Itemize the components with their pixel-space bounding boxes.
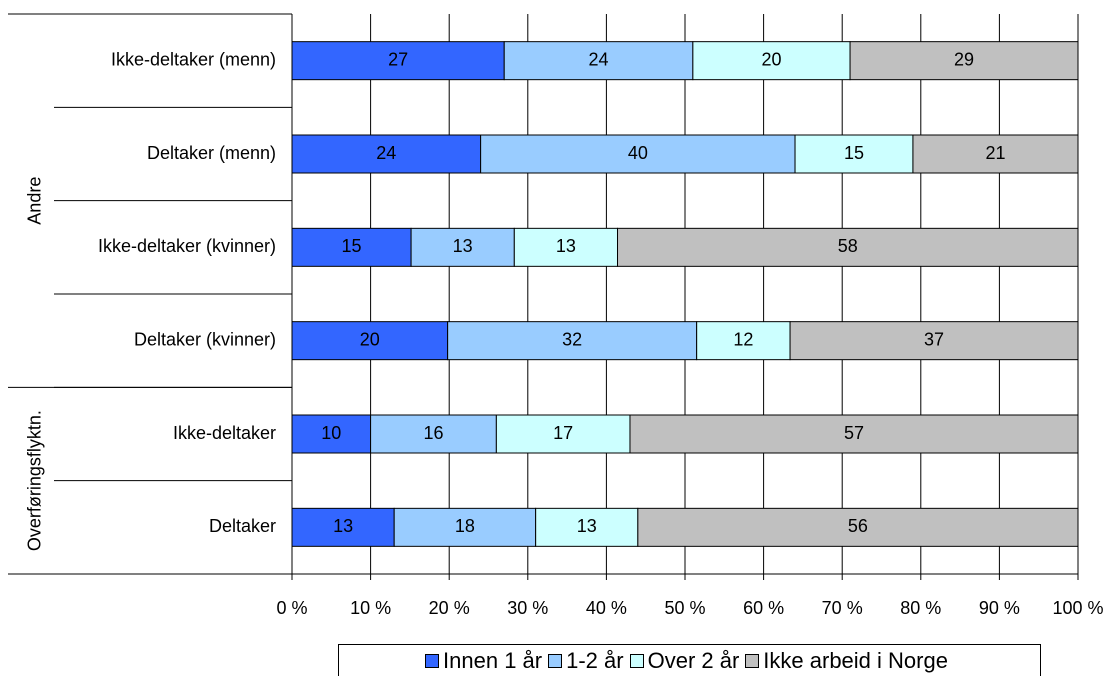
- data-label: 20: [360, 329, 380, 349]
- legend-label: Over 2 år: [647, 647, 740, 673]
- category-label: Ikke-deltaker (menn): [111, 49, 276, 69]
- bar-over-2-a-r: [692, 41, 851, 81]
- bar-1-2-a-r: [447, 321, 698, 361]
- data-label: 37: [924, 329, 944, 349]
- data-label: 20: [761, 49, 781, 69]
- bar-innen-1-a-r: [291, 41, 505, 81]
- data-label: 13: [453, 236, 473, 256]
- x-tick-label: 50 %: [664, 598, 705, 618]
- bar-1-2-a-r: [393, 507, 537, 547]
- bar-1-2-a-r: [370, 414, 497, 454]
- group-label-andre: Andre: [25, 177, 45, 225]
- x-tick-label: 70 %: [822, 598, 863, 618]
- legend-label: 1-2 år: [566, 647, 624, 673]
- data-label: 10: [321, 423, 341, 443]
- x-tick-label: 90 %: [979, 598, 1020, 618]
- x-tick-label: 100 %: [1052, 598, 1103, 618]
- legend-swatch: [548, 653, 563, 668]
- bar-ikke-arbeid-i-norge: [637, 507, 1079, 547]
- data-label: 17: [553, 423, 573, 443]
- bar-ikke-arbeid-i-norge: [629, 414, 1079, 454]
- data-label: 13: [333, 516, 353, 536]
- data-label: 24: [376, 143, 396, 163]
- legend-item-1-2-a-r: 1-2 år: [548, 647, 624, 673]
- data-label: 12: [733, 329, 753, 349]
- bar-1-2-a-r: [410, 227, 515, 267]
- x-tick-label: 30 %: [507, 598, 548, 618]
- bar-1-2-a-r: [480, 134, 796, 174]
- bar-innen-1-a-r: [291, 507, 395, 547]
- group-label-overf-ringsflyktn: Overføringsflyktn.: [25, 410, 45, 551]
- bar-innen-1-a-r: [291, 227, 412, 267]
- bar-innen-1-a-r: [291, 321, 449, 361]
- x-tick-label: 80 %: [900, 598, 941, 618]
- x-tick-label: 10 %: [350, 598, 391, 618]
- category-label: Deltaker (menn): [147, 143, 276, 163]
- data-label: 56: [848, 516, 868, 536]
- data-label: 58: [838, 236, 858, 256]
- bar-innen-1-a-r: [291, 134, 482, 174]
- data-label: 21: [985, 143, 1005, 163]
- data-label: 15: [844, 143, 864, 163]
- x-tick-label: 40 %: [586, 598, 627, 618]
- data-label: 15: [342, 236, 362, 256]
- category-label: Deltaker: [209, 516, 276, 536]
- bar-1-2-a-r: [503, 41, 694, 81]
- legend-swatch: [425, 653, 440, 668]
- category-label: Ikke-deltaker (kvinner): [98, 236, 276, 256]
- category-label: Deltaker (kvinner): [134, 329, 276, 349]
- bar-ikke-arbeid-i-norge: [617, 227, 1079, 267]
- data-label: 57: [844, 423, 864, 443]
- x-tick-label: 60 %: [743, 598, 784, 618]
- legend-swatch: [629, 653, 644, 668]
- x-tick-label: 0 %: [276, 598, 307, 618]
- data-label: 13: [556, 236, 576, 256]
- bar-over-2-a-r: [794, 134, 914, 174]
- legend-item-innen-1-a-r: Innen 1 år: [425, 647, 543, 673]
- legend-label: Ikke arbeid i Norge: [763, 647, 948, 673]
- legend-item-ikke-arbeid-i-norge: Ikke arbeid i Norge: [745, 647, 948, 673]
- data-label: 29: [954, 49, 974, 69]
- legend-swatch: [745, 653, 760, 668]
- category-label: Ikke-deltaker: [173, 423, 276, 443]
- legend: Innen 1 år 1-2 år Over 2 år Ikke arbeid i N…: [338, 644, 1041, 676]
- data-label: 16: [423, 423, 443, 443]
- data-label: 27: [388, 49, 408, 69]
- data-label: 13: [577, 516, 597, 536]
- bar-over-2-a-r: [535, 507, 639, 547]
- legend-item-over-2-a-r: Over 2 år: [629, 647, 740, 673]
- data-label: 24: [589, 49, 609, 69]
- bar-ikke-arbeid-i-norge: [789, 321, 1079, 361]
- bar-ikke-arbeid-i-norge: [849, 41, 1079, 81]
- bar-ikke-arbeid-i-norge: [912, 134, 1079, 174]
- data-label: 32: [562, 329, 582, 349]
- data-label: 40: [628, 143, 648, 163]
- bar-over-2-a-r: [495, 414, 631, 454]
- data-label: 18: [455, 516, 475, 536]
- bar-over-2-a-r: [513, 227, 619, 267]
- legend-label: Innen 1 år: [443, 647, 543, 673]
- x-tick-label: 20 %: [429, 598, 470, 618]
- bar-innen-1-a-r: [291, 414, 372, 454]
